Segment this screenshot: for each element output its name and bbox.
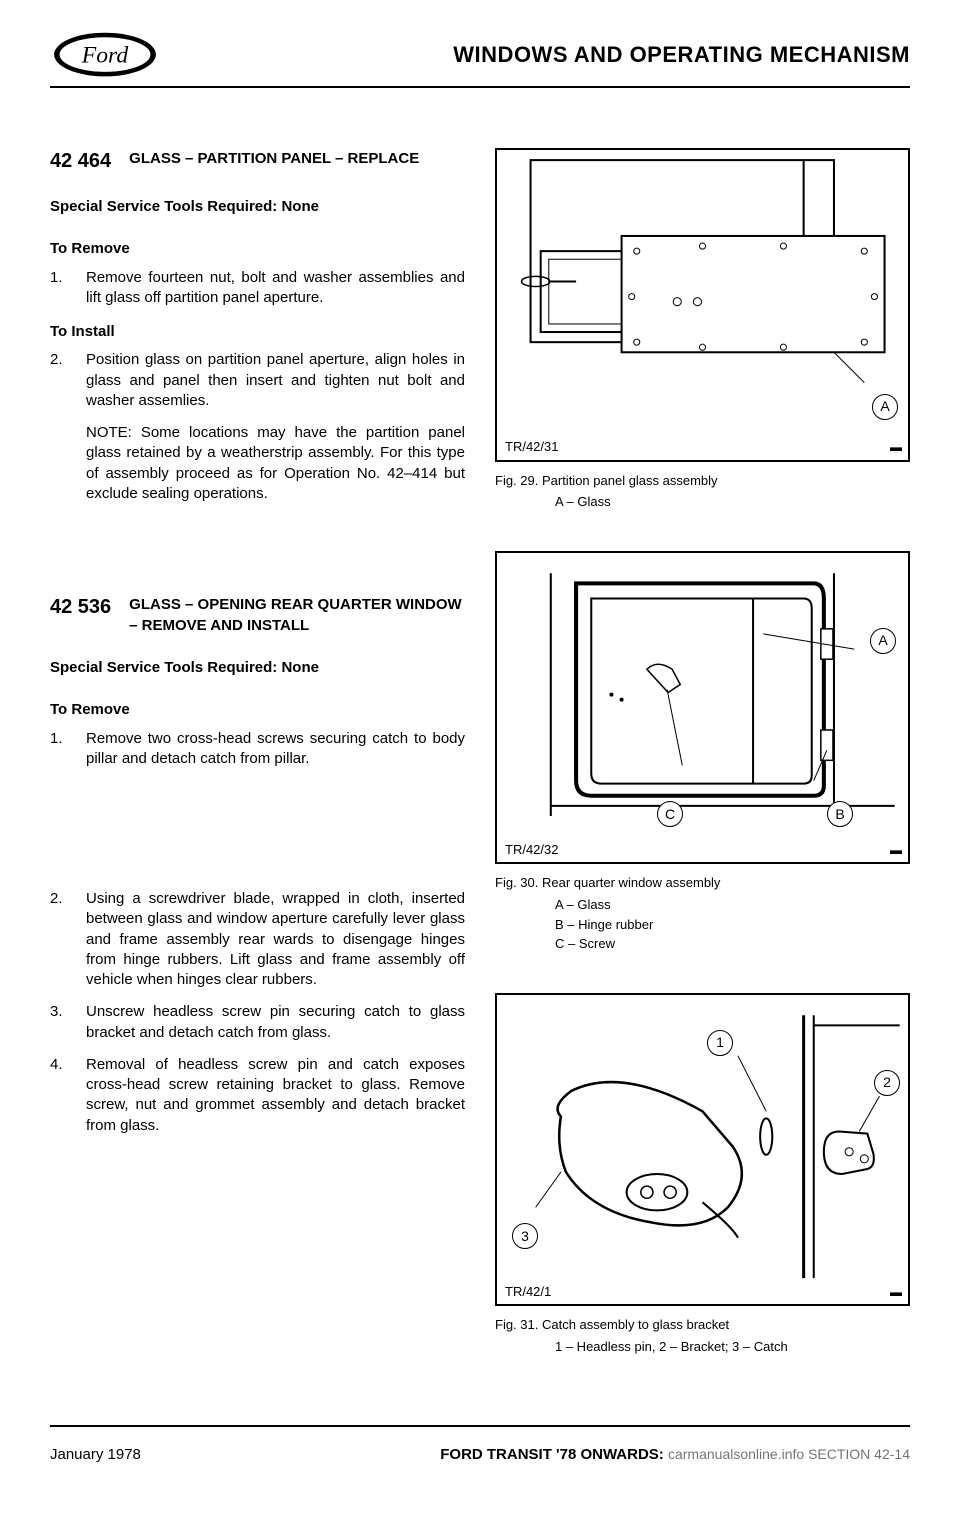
operation-number: 42 536 (50, 594, 111, 621)
logo-text: Ford (81, 43, 129, 69)
callout-a: A (870, 628, 896, 654)
footer-bold: FORD TRANSIT '78 ONWARDS: (440, 1446, 664, 1463)
install-note: NOTE: Some locations may have the partit… (86, 423, 465, 504)
figure-30-block: A B C TR/42/32 ▬ Fig. 30. Rear quarter w… (495, 551, 910, 953)
header-rule (50, 86, 910, 88)
figure-31: 1 2 3 TR/42/1 ▬ (495, 993, 910, 1307)
figure-29: A TR/42/31 ▬ (495, 148, 910, 462)
figure-30: A B C TR/42/32 ▬ (495, 551, 910, 865)
step-text: Position glass on partition panel apertu… (86, 350, 465, 411)
step-item: 4. Removal of headless screw pin and cat… (50, 1055, 465, 1136)
figure-caption: Fig. 30. Rear quarter window assembly (495, 874, 910, 892)
step-number: 2. (50, 889, 70, 990)
catch-assembly-diagram-icon (497, 995, 908, 1298)
step-text: Removal of headless screw pin and catch … (86, 1055, 465, 1136)
step-number: 1. (50, 729, 70, 770)
figure-ref: TR/42/1 (503, 1283, 553, 1301)
install-steps: 2. Position glass on partition panel ape… (50, 350, 465, 411)
figure-caption: Fig. 29. Partition panel glass assembly (495, 472, 910, 490)
figure-ref: TR/42/32 (503, 841, 560, 859)
figure-31-block: 1 2 3 TR/42/1 ▬ Fig. 31. Catch assembly … (495, 993, 910, 1356)
right-column: A TR/42/31 ▬ Fig. 29. Partition panel gl… (495, 148, 910, 1395)
step-text: Remove two cross-head screws securing ca… (86, 729, 465, 770)
section-42-536: 42 536 GLASS – OPENING REAR QUARTER WIND… (50, 594, 465, 1136)
figure-caption: Fig. 31. Catch assembly to glass bracket (495, 1316, 910, 1334)
footer-rule (50, 1425, 910, 1427)
figure-legend: 1 – Headless pin, 2 – Bracket; 3 – Catch (555, 1338, 910, 1356)
step-item: 1. Remove two cross-head screws securing… (50, 729, 465, 770)
step-item: 3. Unscrew headless screw pin securing c… (50, 1002, 465, 1043)
to-remove-heading: To Remove (50, 700, 465, 720)
step-number: 2. (50, 350, 70, 411)
book-icon: ▬ (890, 439, 902, 455)
book-icon: ▬ (890, 1284, 902, 1300)
partition-panel-diagram-icon (497, 150, 908, 453)
page-footer: January 1978 FORD TRANSIT '78 ONWARDS: c… (50, 1445, 910, 1465)
step-item: 1. Remove fourteen nut, bolt and washer … (50, 268, 465, 309)
footer-watermark: carmanualsonline.info SECTION 42-14 (668, 1446, 910, 1462)
content-columns: 42 464 GLASS – PARTITION PANEL – REPLACE… (50, 148, 910, 1395)
ford-logo-icon: Ford (50, 30, 160, 80)
remove-steps: 1. Remove fourteen nut, bolt and washer … (50, 268, 465, 309)
step-text: Using a screwdriver blade, wrapped in cl… (86, 889, 465, 990)
operation-heading: 42 464 GLASS – PARTITION PANEL – REPLACE (50, 148, 465, 175)
to-install-heading: To Install (50, 322, 465, 342)
operation-title: GLASS – PARTITION PANEL – REPLACE (129, 148, 419, 169)
operation-title: GLASS – OPENING REAR QUARTER WINDOW – RE… (129, 594, 465, 636)
operation-number: 42 464 (50, 148, 111, 175)
figure-legend: A – Glass (555, 493, 910, 511)
figure-ref: TR/42/31 (503, 438, 560, 456)
callout-a: A (872, 394, 898, 420)
figure-legend-b: B – Hinge rubber (555, 916, 910, 934)
footer-publication: FORD TRANSIT '78 ONWARDS: carmanualsonli… (440, 1445, 910, 1465)
footer-date: January 1978 (50, 1445, 141, 1465)
remove-steps: 1. Remove two cross-head screws securing… (50, 729, 465, 770)
callout-1: 1 (707, 1030, 733, 1056)
figure-29-block: A TR/42/31 ▬ Fig. 29. Partition panel gl… (495, 148, 910, 511)
remove-steps-continued: 2. Using a screwdriver blade, wrapped in… (50, 889, 465, 1136)
figure-legend-c: C – Screw (555, 935, 910, 953)
tools-required: Special Service Tools Required: None (50, 658, 465, 678)
step-text: Remove fourteen nut, bolt and washer ass… (86, 268, 465, 309)
step-item: 2. Position glass on partition panel ape… (50, 350, 465, 411)
operation-heading: 42 536 GLASS – OPENING REAR QUARTER WIND… (50, 594, 465, 636)
to-remove-heading: To Remove (50, 239, 465, 259)
book-icon: ▬ (890, 842, 902, 858)
step-number: 3. (50, 1002, 70, 1043)
step-number: 4. (50, 1055, 70, 1136)
step-number: 1. (50, 268, 70, 309)
step-item: 2. Using a screwdriver blade, wrapped in… (50, 889, 465, 990)
step-text: Unscrew headless screw pin securing catc… (86, 1002, 465, 1043)
page-header: Ford WINDOWS AND OPERATING MECHANISM (50, 30, 910, 80)
left-column: 42 464 GLASS – PARTITION PANEL – REPLACE… (50, 148, 465, 1395)
tools-required: Special Service Tools Required: None (50, 197, 465, 217)
callout-2: 2 (874, 1070, 900, 1096)
page-title: WINDOWS AND OPERATING MECHANISM (453, 40, 910, 70)
section-42-464: 42 464 GLASS – PARTITION PANEL – REPLACE… (50, 148, 465, 504)
figure-legend-a: A – Glass (555, 896, 910, 914)
